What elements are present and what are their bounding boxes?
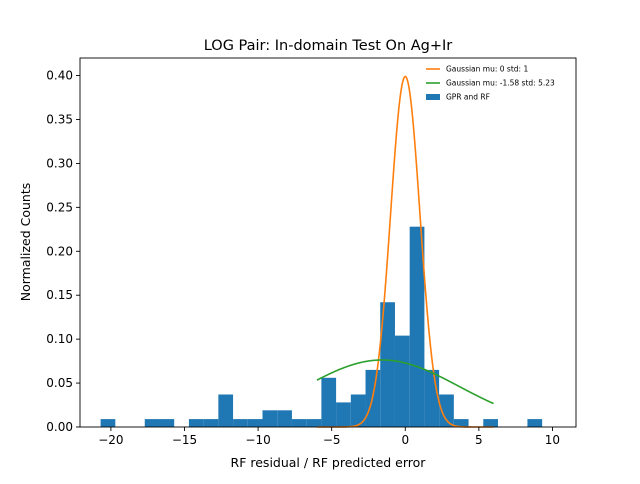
histogram-bar bbox=[306, 419, 322, 427]
histogram-bar bbox=[291, 419, 307, 427]
y-tick-label: 0.25 bbox=[46, 200, 73, 214]
legend-patch-swatch bbox=[426, 94, 440, 100]
histogram-bars bbox=[100, 226, 543, 427]
axes: −20 −15 −10 −5 0 5 10 0.00 0.05 0.10 0.15 0.20 0.25 0… bbox=[46, 57, 577, 447]
y-tick-label: 0.40 bbox=[46, 69, 73, 83]
histogram-bar bbox=[380, 302, 395, 427]
gaussian-curve bbox=[316, 359, 494, 405]
legend-label: Gaussian mu: -1.58 std: 5.23 bbox=[446, 79, 555, 88]
histogram-bar bbox=[321, 377, 337, 427]
histogram-bar bbox=[144, 419, 160, 427]
y-tick-label: 0.30 bbox=[46, 156, 73, 170]
chart-title: LOG Pair: In-domain Test On Ag+Ir bbox=[204, 38, 453, 54]
x-axis-label: RF residual / RF predicted error bbox=[231, 455, 427, 470]
histogram-bar bbox=[453, 419, 469, 427]
histogram-bar bbox=[277, 410, 292, 427]
histogram-bar bbox=[439, 394, 454, 427]
histogram-bar bbox=[527, 419, 543, 427]
y-tick-label: 0.10 bbox=[46, 332, 73, 346]
x-tick-label: −5 bbox=[323, 433, 341, 447]
x-tick-label: −10 bbox=[245, 433, 270, 447]
y-axis-label: Normalized Counts bbox=[18, 183, 33, 302]
y-tick-label: 0.15 bbox=[46, 288, 73, 302]
histogram-bar bbox=[336, 402, 351, 427]
x-tick-label: 5 bbox=[475, 433, 483, 447]
histogram-bar bbox=[100, 419, 116, 427]
x-tick-label: 10 bbox=[545, 433, 560, 447]
histogram-bar bbox=[394, 335, 410, 427]
legend-label: Gaussian mu: 0 std: 1 bbox=[446, 65, 528, 74]
y-tick-label: 0.35 bbox=[46, 113, 73, 127]
histogram-bar bbox=[409, 226, 425, 427]
y-tick-label: 0.20 bbox=[46, 244, 73, 258]
histogram-bar bbox=[424, 369, 440, 427]
x-tick-label: −15 bbox=[172, 433, 197, 447]
y-tick-label: 0.00 bbox=[46, 420, 73, 434]
histogram-bar bbox=[483, 419, 498, 427]
plot-frame bbox=[79, 57, 577, 428]
y-tick-label: 0.05 bbox=[46, 376, 73, 390]
histogram-bar bbox=[233, 419, 248, 427]
legend-label: GPR and RF bbox=[446, 93, 490, 102]
histogram-bar bbox=[262, 410, 278, 427]
histogram-bar bbox=[159, 419, 175, 427]
histogram-bar bbox=[247, 419, 263, 427]
x-tick-label: 0 bbox=[401, 433, 409, 447]
legend: Gaussian mu: 0 std: 1 Gaussian mu: -1.58 … bbox=[426, 65, 555, 102]
histogram-bar bbox=[203, 419, 219, 427]
histogram-bar bbox=[218, 394, 234, 427]
x-tick-label: −20 bbox=[98, 433, 123, 447]
histogram-bar bbox=[350, 394, 366, 427]
histogram-bar bbox=[188, 419, 204, 427]
